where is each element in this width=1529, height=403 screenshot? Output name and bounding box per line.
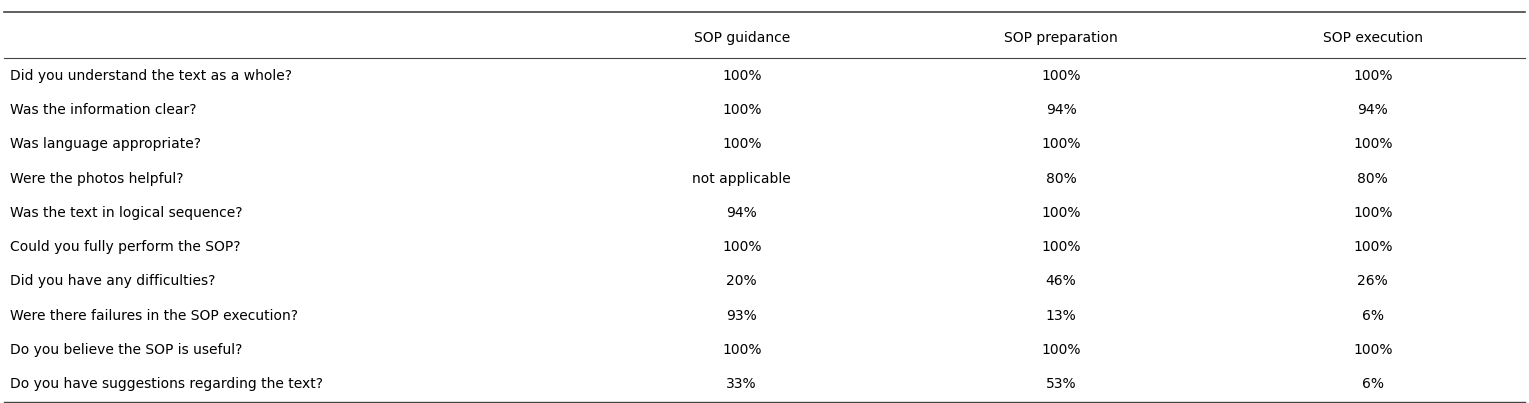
Text: 100%: 100%	[1353, 69, 1393, 83]
Text: 100%: 100%	[722, 69, 761, 83]
Text: 100%: 100%	[1353, 137, 1393, 151]
Text: 100%: 100%	[1041, 137, 1081, 151]
Text: Were the photos helpful?: Were the photos helpful?	[11, 172, 183, 185]
Text: 100%: 100%	[722, 240, 761, 254]
Text: 100%: 100%	[722, 103, 761, 117]
Text: 94%: 94%	[1046, 103, 1076, 117]
Text: 94%: 94%	[1358, 103, 1388, 117]
Text: 100%: 100%	[1041, 343, 1081, 357]
Text: Did you understand the text as a whole?: Did you understand the text as a whole?	[11, 69, 292, 83]
Text: 13%: 13%	[1046, 309, 1076, 323]
Text: 93%: 93%	[726, 309, 757, 323]
Text: 100%: 100%	[1353, 206, 1393, 220]
Text: SOP guidance: SOP guidance	[694, 31, 790, 45]
Text: Was the text in logical sequence?: Was the text in logical sequence?	[11, 206, 243, 220]
Text: Was language appropriate?: Was language appropriate?	[11, 137, 202, 151]
Text: Do you believe the SOP is useful?: Do you believe the SOP is useful?	[11, 343, 243, 357]
Text: 94%: 94%	[726, 206, 757, 220]
Text: 100%: 100%	[722, 137, 761, 151]
Text: 100%: 100%	[722, 343, 761, 357]
Text: 80%: 80%	[1046, 172, 1076, 185]
Text: 20%: 20%	[726, 274, 757, 289]
Text: Could you fully perform the SOP?: Could you fully perform the SOP?	[11, 240, 240, 254]
Text: 100%: 100%	[1041, 206, 1081, 220]
Text: 26%: 26%	[1358, 274, 1388, 289]
Text: Did you have any difficulties?: Did you have any difficulties?	[11, 274, 216, 289]
Text: Were there failures in the SOP execution?: Were there failures in the SOP execution…	[11, 309, 298, 323]
Text: 53%: 53%	[1046, 378, 1076, 391]
Text: Was the information clear?: Was the information clear?	[11, 103, 197, 117]
Text: 6%: 6%	[1362, 378, 1384, 391]
Text: 100%: 100%	[1041, 69, 1081, 83]
Text: 46%: 46%	[1046, 274, 1076, 289]
Text: SOP preparation: SOP preparation	[1005, 31, 1118, 45]
Text: 100%: 100%	[1353, 240, 1393, 254]
Text: Do you have suggestions regarding the text?: Do you have suggestions regarding the te…	[11, 378, 323, 391]
Text: 80%: 80%	[1358, 172, 1388, 185]
Text: 100%: 100%	[1041, 240, 1081, 254]
Text: 6%: 6%	[1362, 309, 1384, 323]
Text: 33%: 33%	[726, 378, 757, 391]
Text: not applicable: not applicable	[693, 172, 790, 185]
Text: 100%: 100%	[1353, 343, 1393, 357]
Text: SOP execution: SOP execution	[1323, 31, 1423, 45]
